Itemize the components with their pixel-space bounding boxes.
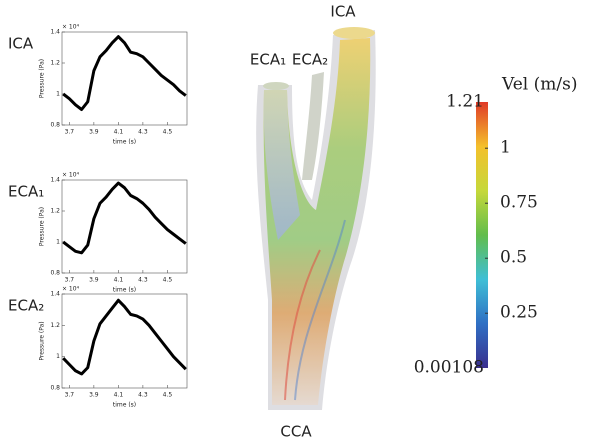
x-tick-label: 3.9 (89, 277, 99, 284)
x-tick-label: 3.7 (65, 129, 75, 136)
x-tick-label: 4.1 (114, 277, 124, 284)
colorbar-min: 0.00108 (414, 358, 484, 378)
vessel-label: ICA (330, 3, 356, 21)
x-axis-label: time (s) (113, 287, 136, 294)
x-tick-label: 3.7 (65, 277, 75, 284)
y-tick-label: 1 (56, 239, 60, 246)
y-scale-label: × 10⁴ (62, 172, 80, 179)
colorbar-title: Vel (m/s) (501, 75, 577, 95)
x-tick-label: 4.5 (163, 277, 173, 284)
colorbar-tick-label: 0.25 (500, 303, 538, 323)
y-tick-label: 0.8 (50, 385, 60, 392)
y-axis-label: Pressure (Pa) (39, 207, 46, 246)
y-tick-label: 1.2 (50, 322, 60, 329)
plot-frame (61, 179, 188, 274)
y-scale-label: × 10⁴ (62, 24, 80, 31)
pressure-line (62, 35, 187, 111)
vessel-label: CCA (280, 423, 312, 441)
x-tick-label: 4.1 (114, 129, 124, 136)
x-axis-label: time (s) (113, 402, 136, 409)
y-tick-label: 1.2 (50, 208, 60, 215)
y-tick-label: 1.2 (50, 60, 60, 67)
colorbar-max: 1.21 (446, 92, 484, 112)
x-tick-label: 4.3 (138, 277, 148, 284)
vessel-label: ECA₂ (292, 51, 328, 69)
y-tick-label: 1.4 (50, 291, 60, 298)
y-tick-label: 1 (56, 353, 60, 360)
y-tick-label: 0.8 (50, 270, 60, 277)
panel-label: ECA₁ (8, 183, 44, 201)
y-tick-label: 1 (56, 91, 60, 98)
y-axis-label: Pressure (Pa) (39, 59, 46, 98)
y-tick-label: 0.8 (50, 122, 60, 129)
y-scale-label: × 10⁴ (62, 286, 80, 293)
x-tick-label: 3.7 (65, 392, 75, 399)
colorbar-tick-label: 0.5 (500, 248, 527, 268)
y-tick-label: 1.4 (50, 29, 60, 36)
colorbar (476, 102, 488, 368)
vessel-label: ECA₁ (250, 51, 286, 69)
x-tick-label: 4.3 (138, 392, 148, 399)
plot-frame (61, 293, 188, 389)
x-tick-label: 4.5 (163, 392, 173, 399)
pressure-line (62, 181, 187, 255)
x-tick-label: 3.9 (89, 392, 99, 399)
plot-frame (61, 31, 188, 126)
panel-label: ECA₂ (8, 297, 44, 315)
x-tick-label: 4.1 (114, 392, 124, 399)
x-tick-label: 4.3 (138, 129, 148, 136)
pressure-line (62, 298, 187, 376)
x-axis-label: time (s) (113, 139, 136, 146)
vessel-render (256, 27, 376, 410)
colorbar-tick-label: 0.75 (500, 193, 538, 213)
colorbar-tick-label: 1 (500, 138, 511, 158)
x-tick-label: 3.9 (89, 129, 99, 136)
x-tick-label: 4.5 (163, 129, 173, 136)
panel-label: ICA (8, 35, 34, 53)
y-axis-label: Pressure (Pa) (39, 321, 46, 360)
y-tick-label: 1.4 (50, 177, 60, 184)
